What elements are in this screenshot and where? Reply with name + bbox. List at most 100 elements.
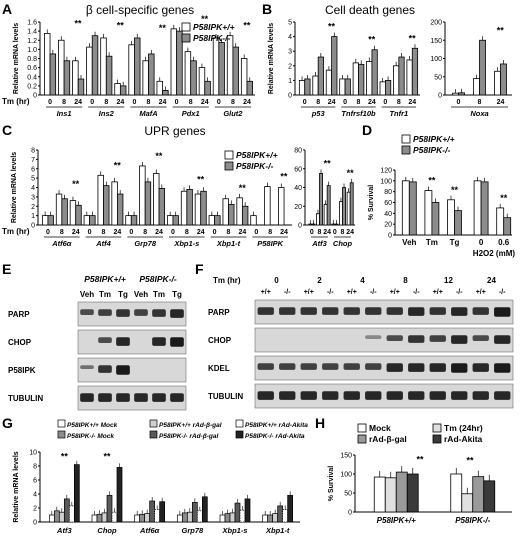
blot-e-parp (77, 301, 187, 327)
chart-c1-bar (208, 215, 216, 226)
chart-h-bar (472, 476, 485, 513)
chart-b1-time-label: 8 (357, 99, 361, 106)
chart-a-bar (134, 37, 141, 96)
chart-c1-significance: ** (72, 179, 80, 189)
chart-d-bar (408, 181, 417, 236)
chart-a-time-label: 24 (74, 99, 82, 106)
chart-c2-bar (342, 187, 346, 226)
blot-e-tubulin-membrane (77, 385, 187, 411)
chart-b1-bar (304, 78, 311, 96)
chart-h-bar (406, 473, 419, 513)
chart-c1-bar (214, 215, 221, 226)
chart-h-category-label: P58IPK-/- (455, 516, 490, 525)
legend-a-label: P58IPK+/+ (193, 22, 235, 32)
chart-a-bar (58, 39, 65, 96)
blot-e-lane-label: Veh (134, 290, 148, 299)
legend-g-swatch (57, 430, 66, 439)
chart-a-bar (114, 83, 121, 96)
blot-f-genotype-label: -/- (370, 289, 377, 296)
panel-a-title: β cell-specific genes (86, 3, 194, 17)
chart-h-bar (384, 477, 397, 513)
chart-g-bar (224, 513, 231, 523)
chart-a-y-tick-label: 0.2 (27, 83, 37, 90)
blot-e-tubulin-band (170, 393, 184, 402)
chart-d-y-tick-label: 120 (380, 168, 392, 175)
blot-f-kdel-band (386, 363, 403, 372)
chart-a-bar (170, 28, 178, 96)
chart-b1-time-label: 0 (383, 99, 387, 106)
chart-g-bar (48, 514, 55, 523)
chart-a-y-tick-label: 1.2 (27, 38, 37, 45)
blot-f-chop-band (429, 335, 446, 342)
legend-c-swatch (224, 161, 234, 171)
chart-g-bar (191, 502, 198, 523)
blot-f-parp-band (257, 307, 274, 315)
chart-c1-significance: ** (155, 151, 163, 161)
chart-c1-y-tick-label: 6 (31, 166, 35, 173)
chart-b2-bar (494, 70, 501, 96)
blot-f-row-label: KDEL (208, 364, 230, 373)
chart-d: 0 20 40 60 80 100 120 % Survival Veh Tm ** Tg ** 0 0.6… (368, 168, 515, 259)
chart-c2-bar (346, 191, 351, 226)
blot-e-parp-band (98, 309, 112, 316)
chart-b2-time-label: 24 (497, 99, 505, 106)
chart-g-category-label: Chop (97, 526, 117, 535)
blot-f-kdel-band (300, 363, 317, 370)
blot-f-genotype-label: -/- (456, 289, 463, 296)
chart-a-bar (49, 53, 57, 96)
blot-f-kdel-band (322, 363, 339, 370)
panel-c-title: UPR genes (144, 124, 205, 138)
chart-c1-y-tick-label: 7 (31, 157, 35, 164)
chart-a-significance: ** (243, 21, 251, 31)
blot-e-lane-label: Veh (80, 290, 94, 299)
chart-d-bar (496, 207, 505, 236)
chart-c1-y-tick-label: 1 (31, 213, 35, 220)
chart-b1-bar (344, 78, 351, 96)
chart-a-bar (212, 37, 220, 96)
chart-c2-significance: ** (347, 168, 355, 178)
chart-a-bar (77, 78, 85, 96)
blot-f-time-label: 24 (487, 276, 496, 285)
chart-d-significance: ** (428, 176, 436, 186)
chart-c1-y-tick-label: 0 (31, 223, 35, 230)
chart-a: 0 0.2 0.4 0.6 0.8 1.0 1.2 1.4 1.6 Relative mRNA l… (2, 14, 255, 118)
chart-c1-bar (264, 186, 271, 226)
legend-a-swatch (181, 22, 191, 32)
chart-c1-bar (47, 215, 54, 226)
blot-e-row-label: PARP (8, 310, 30, 319)
chart-g-significance: ** (103, 452, 111, 462)
blot-f-chop-band (472, 335, 489, 341)
chart-b2-y-tick-label: 200 (430, 20, 442, 27)
chart-g-bar (53, 510, 60, 523)
chart-a-bar (246, 80, 253, 96)
chart-c1-time-label: 8 (227, 229, 231, 236)
chart-b1-bar (312, 75, 319, 96)
chart-g-category-label: Atf3 (56, 526, 72, 535)
chart-g-y-label: Relative mRNA levels (13, 451, 20, 522)
chart-a-time-label: 24 (201, 99, 209, 106)
blot-f-genotype-label: -/- (284, 289, 291, 296)
blot-f-genotype-label: +/+ (261, 289, 271, 296)
chart-a-time-label: 8 (104, 99, 108, 106)
chart-g-bar (149, 500, 156, 523)
chart-c1-category-label: Grp78 (134, 239, 157, 248)
chart-c1-significance: ** (239, 183, 247, 193)
chart-c1-bar (116, 193, 124, 226)
blot-f-kdel-membrane (254, 355, 514, 381)
chart-c1-time-label: 24 (280, 229, 288, 236)
chart-a-category-label: Ins2 (99, 109, 115, 118)
chart-c1-time-label: 24 (238, 229, 246, 236)
legend-g-swatch (235, 430, 244, 439)
chart-c1-time-label: 0 (171, 229, 175, 236)
chart-g-category-label: Xbp1-s (221, 526, 247, 535)
chart-c1-bar (83, 215, 91, 226)
panel-d-letter: D (362, 122, 372, 138)
chart-c1-bar (144, 181, 152, 226)
legend-g-label: P58IPK-/- Mock (67, 433, 114, 440)
bar-charts: 0 0.2 0.4 0.6 0.8 1.0 1.2 1.4 1.6 Relative mRNA l… (2, 14, 515, 535)
chart-d-y-tick-label: 40 (384, 211, 392, 218)
chart-c2-bar (323, 203, 328, 226)
chart-c2-bar (331, 223, 336, 226)
chart-b1-bar (406, 59, 413, 96)
blot-f-chop-band (386, 335, 403, 341)
